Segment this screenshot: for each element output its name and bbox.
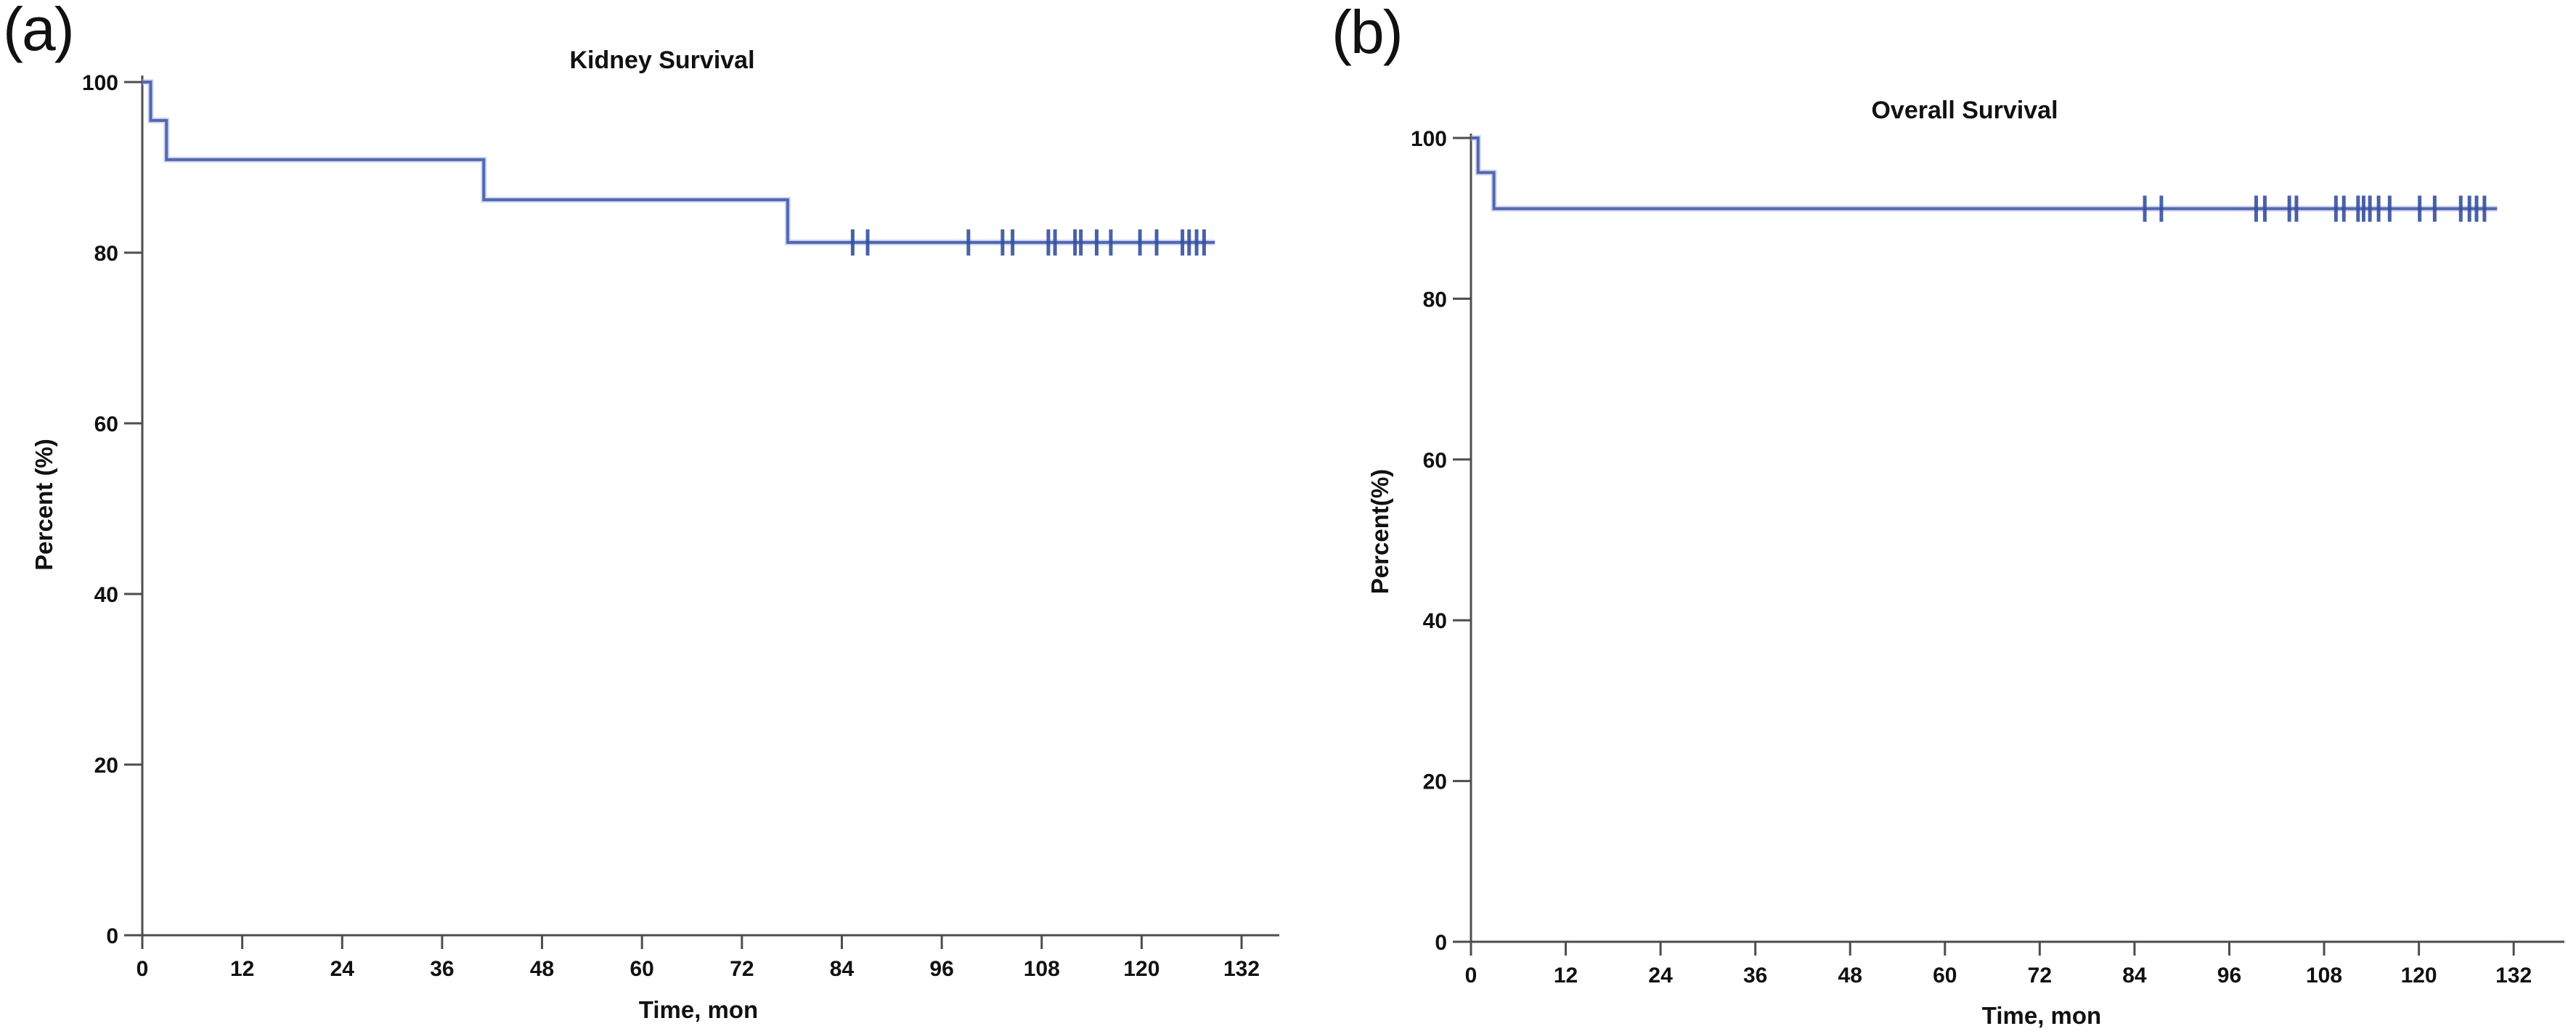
x-tick-label-b: 24 bbox=[1648, 964, 1673, 988]
x-tick-label-a: 120 bbox=[1123, 957, 1159, 981]
x-tick-label-b: 36 bbox=[1743, 964, 1767, 988]
x-tick-label-a: 132 bbox=[1223, 957, 1260, 981]
y-tick-label-b: 60 bbox=[1423, 449, 1447, 473]
y-tick-label-b: 20 bbox=[1423, 770, 1447, 794]
y-axis-title-a: Percent (%) bbox=[30, 439, 57, 571]
km-curve-b bbox=[1471, 137, 2498, 211]
x-tick-label-a: 36 bbox=[430, 957, 454, 981]
panel-a-letter: (a) bbox=[3, 0, 75, 63]
x-tick-label-a: 24 bbox=[330, 957, 355, 981]
chart-title-b: Overall Survival bbox=[1871, 97, 2058, 124]
chart-title-a: Kidney Survival bbox=[569, 46, 754, 74]
y-tick-label-a: 80 bbox=[94, 242, 118, 266]
x-tick-label-a: 0 bbox=[136, 957, 149, 981]
y-tick-label-a: 40 bbox=[94, 583, 118, 607]
x-tick-label-b: 120 bbox=[2401, 964, 2437, 988]
x-tick-label-a: 60 bbox=[630, 957, 654, 981]
x-tick-label-a: 12 bbox=[230, 957, 254, 981]
x-tick-label-b: 0 bbox=[1465, 964, 1477, 988]
x-axis-title-a: Time, mon bbox=[639, 996, 758, 1023]
x-tick-label-a: 108 bbox=[1024, 957, 1060, 981]
x-tick-label-b: 60 bbox=[1933, 964, 1957, 988]
y-tick-label-b: 80 bbox=[1423, 288, 1447, 312]
y-tick-label-a: 60 bbox=[94, 412, 118, 436]
x-tick-label-a: 48 bbox=[530, 957, 554, 981]
x-tick-label-b: 132 bbox=[2495, 964, 2532, 988]
y-tick-label-b: 100 bbox=[1411, 127, 1447, 151]
y-tick-label-b: 40 bbox=[1423, 609, 1447, 633]
km-curve-halo-a bbox=[142, 79, 1215, 245]
x-axis-title-b: Time, mon bbox=[1982, 1002, 2101, 1029]
x-tick-label-b: 108 bbox=[2306, 964, 2342, 988]
x-tick-label-b: 84 bbox=[2122, 964, 2147, 988]
x-tick-label-a: 96 bbox=[929, 957, 953, 981]
x-tick-label-b: 72 bbox=[2028, 964, 2052, 988]
x-tick-label-b: 12 bbox=[1554, 964, 1578, 988]
y-tick-label-a: 0 bbox=[106, 924, 118, 948]
x-tick-label-a: 84 bbox=[830, 957, 855, 981]
y-tick-label-b: 0 bbox=[1435, 931, 1447, 955]
x-tick-label-b: 48 bbox=[1838, 964, 1862, 988]
km-curve-a bbox=[142, 81, 1215, 244]
panel-b-letter: (b) bbox=[1332, 0, 1403, 66]
y-tick-label-a: 20 bbox=[94, 754, 118, 778]
x-tick-label-a: 72 bbox=[730, 957, 754, 981]
x-tick-label-b: 96 bbox=[2217, 964, 2241, 988]
y-axis-title-b: Percent(%) bbox=[1366, 469, 1393, 594]
y-tick-label-a: 100 bbox=[82, 71, 118, 95]
